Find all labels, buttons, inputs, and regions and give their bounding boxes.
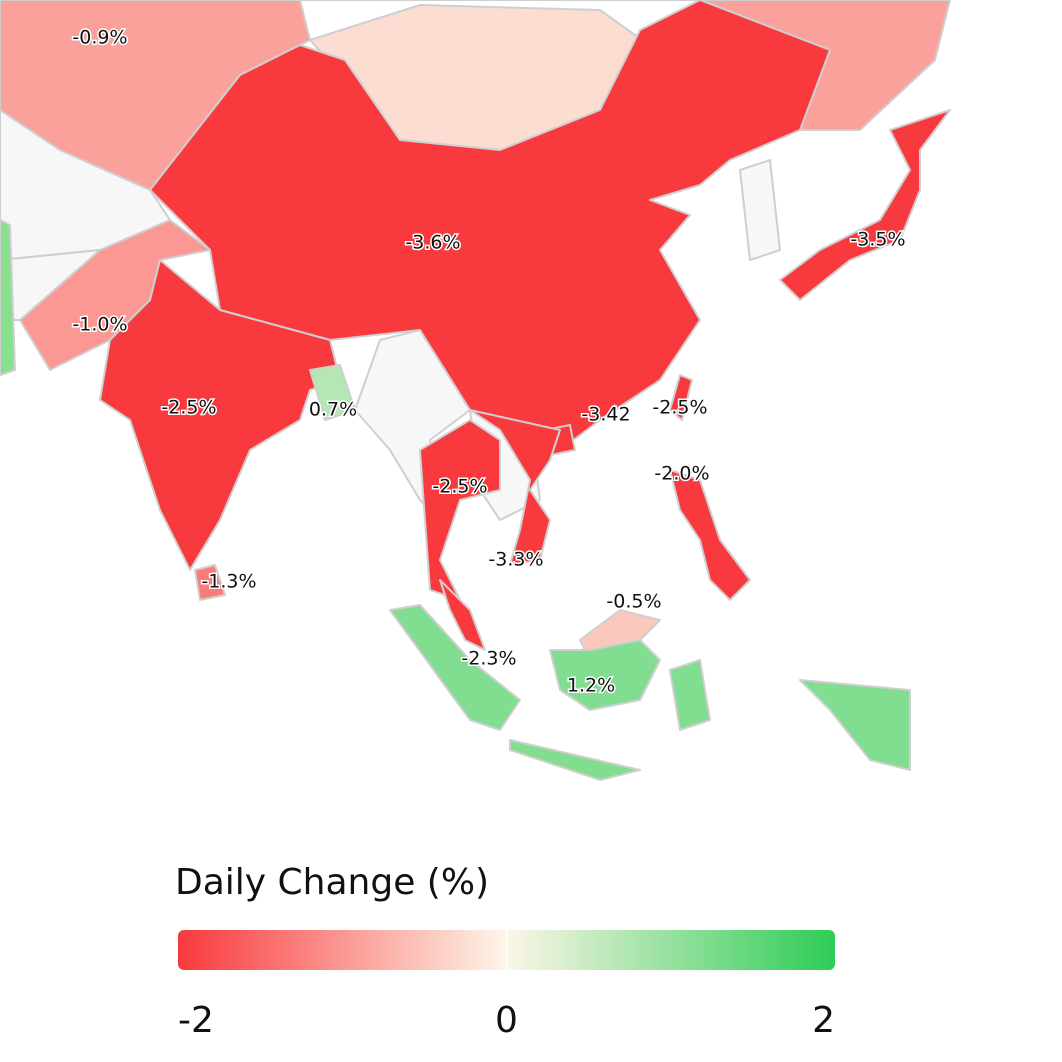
region-label: 0.7% xyxy=(309,399,357,421)
region xyxy=(309,364,356,421)
legend-tick-label: -2 xyxy=(178,1000,214,1041)
region-label: -1.3% xyxy=(201,571,256,593)
region-label: -3.5% xyxy=(850,229,905,251)
land xyxy=(0,219,16,376)
region xyxy=(509,739,641,781)
region-label: -2.5% xyxy=(161,397,216,419)
legend-tick-label: 2 xyxy=(812,1000,835,1041)
land xyxy=(354,329,471,521)
region-label: -3.42 xyxy=(581,404,630,426)
region-label: 1.2% xyxy=(567,675,615,697)
region xyxy=(469,409,561,566)
region xyxy=(799,679,911,771)
region-label: -0.9% xyxy=(72,27,127,49)
legend-title: Daily Change (%) xyxy=(175,862,489,903)
region xyxy=(669,374,693,421)
region-label: -3.3% xyxy=(488,549,543,571)
region xyxy=(549,639,661,711)
region-label: -3.6% xyxy=(405,232,460,254)
legend-tick-label: 0 xyxy=(495,1000,518,1041)
region-label: -2.5% xyxy=(652,397,707,419)
region xyxy=(149,0,831,451)
region xyxy=(779,109,951,301)
region-label: -2.5% xyxy=(432,476,487,498)
region xyxy=(419,419,501,601)
region xyxy=(669,469,751,601)
region xyxy=(194,564,226,601)
region-label: -2.3% xyxy=(461,648,516,670)
region xyxy=(99,259,341,571)
region xyxy=(389,604,521,731)
region-label: -0.5% xyxy=(606,591,661,613)
region-label: -2.0% xyxy=(654,463,709,485)
region xyxy=(439,579,486,651)
land xyxy=(739,159,781,261)
region-label: -1.0% xyxy=(72,314,127,336)
region xyxy=(669,659,711,731)
